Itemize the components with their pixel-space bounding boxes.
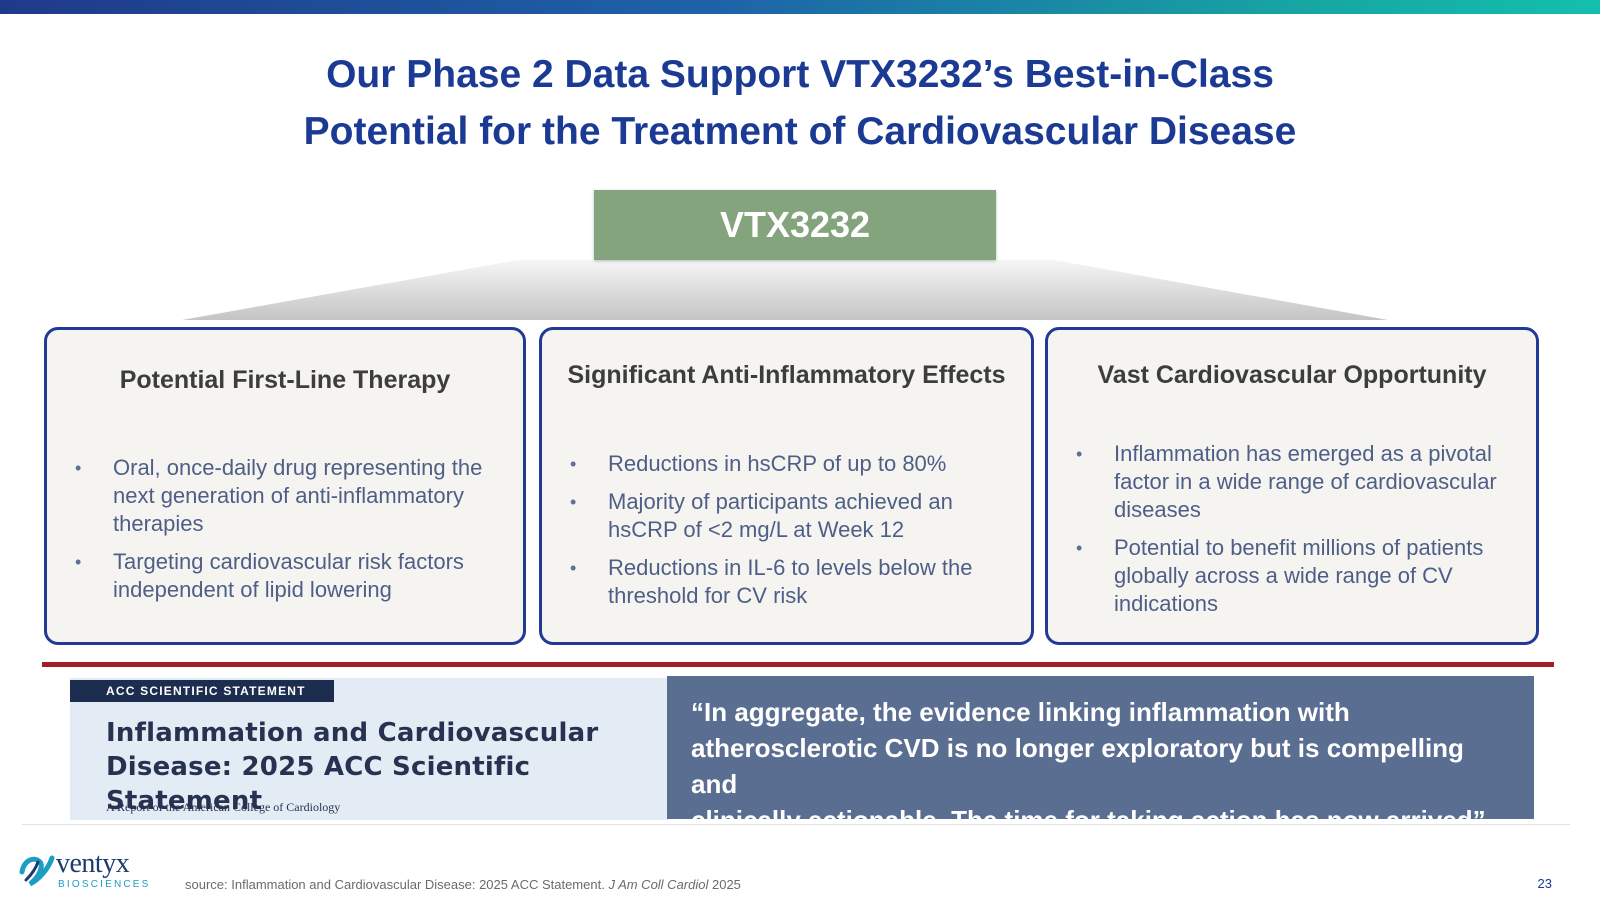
card-first-line-therapy: Potential First-Line Therapy Oral, once-… xyxy=(44,327,526,645)
card-cardiovascular-opportunity: Vast Cardiovascular Opportunity Inflamma… xyxy=(1045,327,1539,645)
bullet-item: Targeting cardiovascular risk factors in… xyxy=(75,548,509,604)
top-gradient-bar xyxy=(0,0,1600,14)
footer-divider xyxy=(22,824,1570,825)
bullet-list: Oral, once-daily drug representing the n… xyxy=(75,454,509,614)
acc-statement-tag: ACC SCIENTIFIC STATEMENT xyxy=(70,680,334,702)
product-label: VTX3232 xyxy=(719,204,871,245)
ventyx-swirl-icon xyxy=(19,855,55,887)
source-year: 2025 xyxy=(708,877,741,892)
title-line-1: Our Phase 2 Data Support VTX3232’s Best-… xyxy=(326,53,1274,96)
acc-title-line-2: Disease: 2025 ACC Scientific Statement xyxy=(106,752,531,816)
source-journal: J Am Coll Cardiol xyxy=(608,877,709,892)
ventyx-logo: ventyx BIOSCIENCES xyxy=(18,850,148,894)
bullet-item: Potential to benefit millions of patient… xyxy=(1076,534,1522,618)
logo-wordmark: ventyx xyxy=(56,848,130,879)
logo-subtext: BIOSCIENCES xyxy=(58,879,151,890)
card-anti-inflammatory-effects: Significant Anti-Inflammatory Effects Re… xyxy=(539,327,1034,645)
acc-statement-subtitle: A Report of the American College of Card… xyxy=(106,800,341,814)
bullet-list: Inflammation has emerged as a pivotal fa… xyxy=(1076,440,1522,628)
bullet-item: Inflammation has emerged as a pivotal fa… xyxy=(1076,440,1522,524)
title-line-2: Potential for the Treatment of Cardiovas… xyxy=(303,110,1297,153)
quote-line-2: atherosclerotic CVD is no longer explora… xyxy=(691,733,1464,799)
bullet-item: Majority of participants achieved an hsC… xyxy=(570,488,1017,544)
card-heading: Potential First-Line Therapy xyxy=(119,366,451,394)
bullet-list: Reductions in hsCRP of up to 80% Majorit… xyxy=(570,450,1017,620)
funnel-connector xyxy=(182,260,1388,320)
acc-statement-panel: ACC SCIENTIFIC STATEMENT Inflammation an… xyxy=(70,678,668,820)
bullet-item: Oral, once-daily drug representing the n… xyxy=(75,454,509,538)
card-heading: Vast Cardiovascular Opportunity xyxy=(1097,361,1487,389)
card-heading: Significant Anti-Inflammatory Effects xyxy=(567,361,1006,389)
product-label-box: VTX3232 xyxy=(594,190,996,260)
source-prefix: source: Inflammation and Cardiovascular … xyxy=(185,877,609,892)
acc-title-line-1: Inflammation and Cardiovascular xyxy=(106,718,599,748)
quote-line-3: clinically actionable. The time for taki… xyxy=(691,805,1486,835)
bullet-item: Reductions in IL-6 to levels below the t… xyxy=(570,554,1017,610)
page-number: 23 xyxy=(1537,876,1552,891)
source-citation: source: Inflammation and Cardiovascular … xyxy=(185,877,741,892)
bullet-item: Reductions in hsCRP of up to 80% xyxy=(570,450,1017,478)
slide-title: Our Phase 2 Data Support VTX3232’s Best-… xyxy=(100,46,1500,160)
acc-statement-title: Inflammation and Cardiovascular Disease:… xyxy=(106,716,666,818)
quote-panel: “In aggregate, the evidence linking infl… xyxy=(667,676,1534,835)
quote-line-1: “In aggregate, the evidence linking infl… xyxy=(691,697,1350,727)
red-divider xyxy=(42,662,1554,667)
